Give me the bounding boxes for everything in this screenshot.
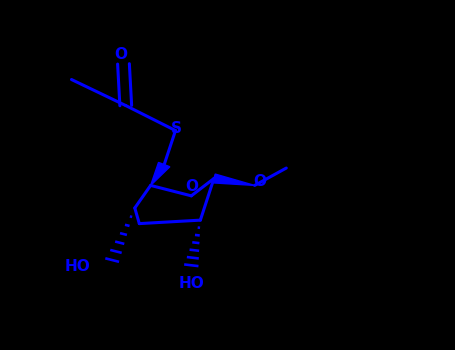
Text: S: S bbox=[171, 121, 182, 136]
Text: O: O bbox=[253, 174, 267, 189]
Text: O: O bbox=[115, 47, 128, 62]
Polygon shape bbox=[151, 162, 170, 186]
Polygon shape bbox=[212, 174, 255, 186]
Text: HO: HO bbox=[65, 259, 91, 274]
Text: HO: HO bbox=[178, 276, 204, 291]
Text: O: O bbox=[185, 178, 198, 194]
